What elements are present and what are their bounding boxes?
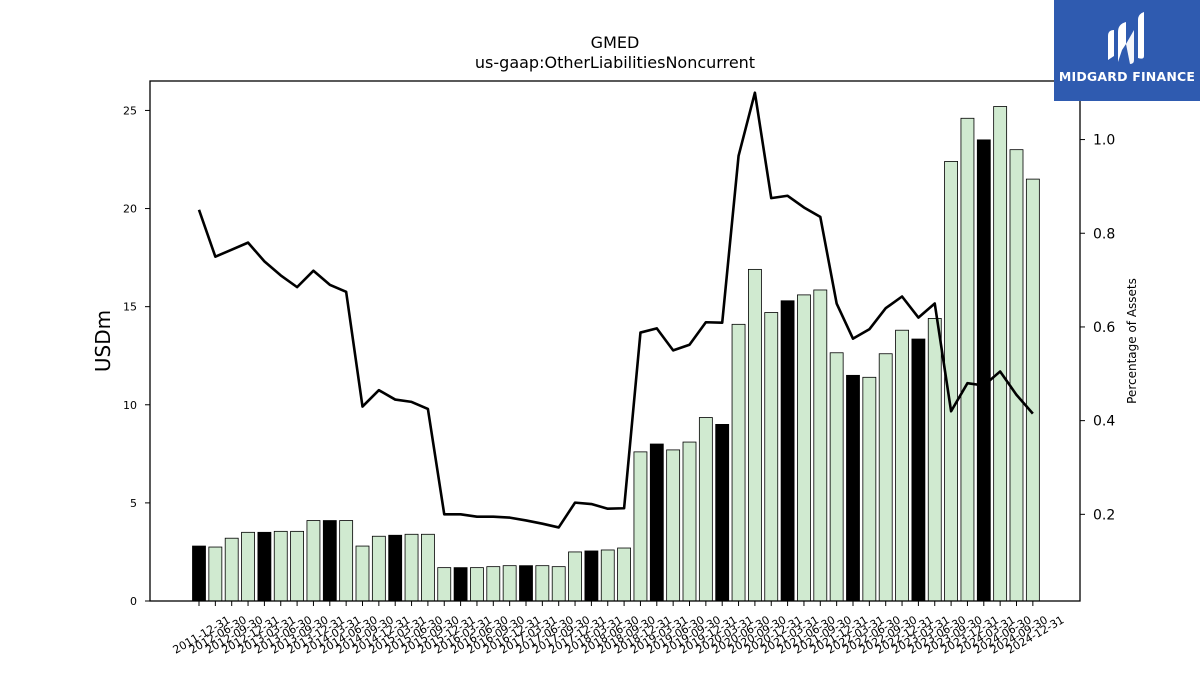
y-tick-label: 10 [123,399,137,412]
bar [273,530,288,602]
bar [519,565,533,602]
bar [649,443,664,602]
bar [731,323,746,602]
pct-assets-line [197,91,1034,529]
y-tick-label: 20 [123,203,137,216]
bar [617,547,631,602]
plot-frame [149,80,1081,602]
bar [797,294,811,602]
midgard-logo-icon [1108,12,1144,64]
y2-tick-label: 0.4 [1093,414,1115,430]
y-tick-label: 0 [130,595,137,608]
bar [322,520,337,602]
bar [764,312,779,602]
bar [290,530,305,602]
bar [715,423,730,602]
bar [486,566,501,602]
bar [224,537,239,602]
bar [371,535,386,602]
y2-axis-label: Percentage of Assets [1125,278,1139,404]
bar [846,374,860,602]
y2-tick-label: 0.6 [1093,320,1115,336]
bar [1009,149,1024,602]
y2-tick-label: 0.2 [1093,507,1115,523]
bar [911,338,926,602]
bar [355,545,370,602]
bar [895,329,909,602]
bar [927,318,942,602]
bar [829,352,844,602]
bar [453,567,468,602]
bar [208,546,223,602]
bar [339,520,354,602]
bar [1025,178,1040,602]
bar [470,567,484,602]
y-tick-label: 15 [123,301,137,314]
bar [584,550,599,602]
midgard-logo-text: MIDGARD FINANCE [1058,69,1196,84]
y-tick-label: 5 [130,497,137,510]
bar [748,268,762,602]
bar [535,565,550,602]
bar [192,545,206,602]
bar [306,520,321,602]
bar [551,566,566,602]
bar [633,451,648,602]
bar [862,376,877,602]
bar [241,531,255,602]
chart-title: GMED [591,33,640,52]
bar [420,533,435,602]
bar [388,534,403,602]
chart-subtitle: us-gaap:OtherLiabilitiesNoncurrent [475,53,755,72]
bar [960,117,975,602]
bar [502,565,517,602]
bar [257,531,272,602]
bar [568,551,582,602]
y2-tick-label: 0.8 [1093,226,1115,242]
bar [780,300,795,602]
bar [813,289,828,602]
bar [698,417,713,602]
bar [976,139,991,602]
bar [437,567,452,602]
y-axis-label: USDm [91,310,115,372]
y-tick-label: 25 [123,104,137,117]
y2-tick-label: 1.0 [1093,133,1115,149]
bar [993,106,1008,602]
bar [404,533,419,602]
midgard-finance-logo: MIDGARD FINANCE [1054,0,1200,101]
bar [600,549,615,602]
bar [878,353,893,602]
bar [666,449,681,602]
bar [682,441,697,602]
